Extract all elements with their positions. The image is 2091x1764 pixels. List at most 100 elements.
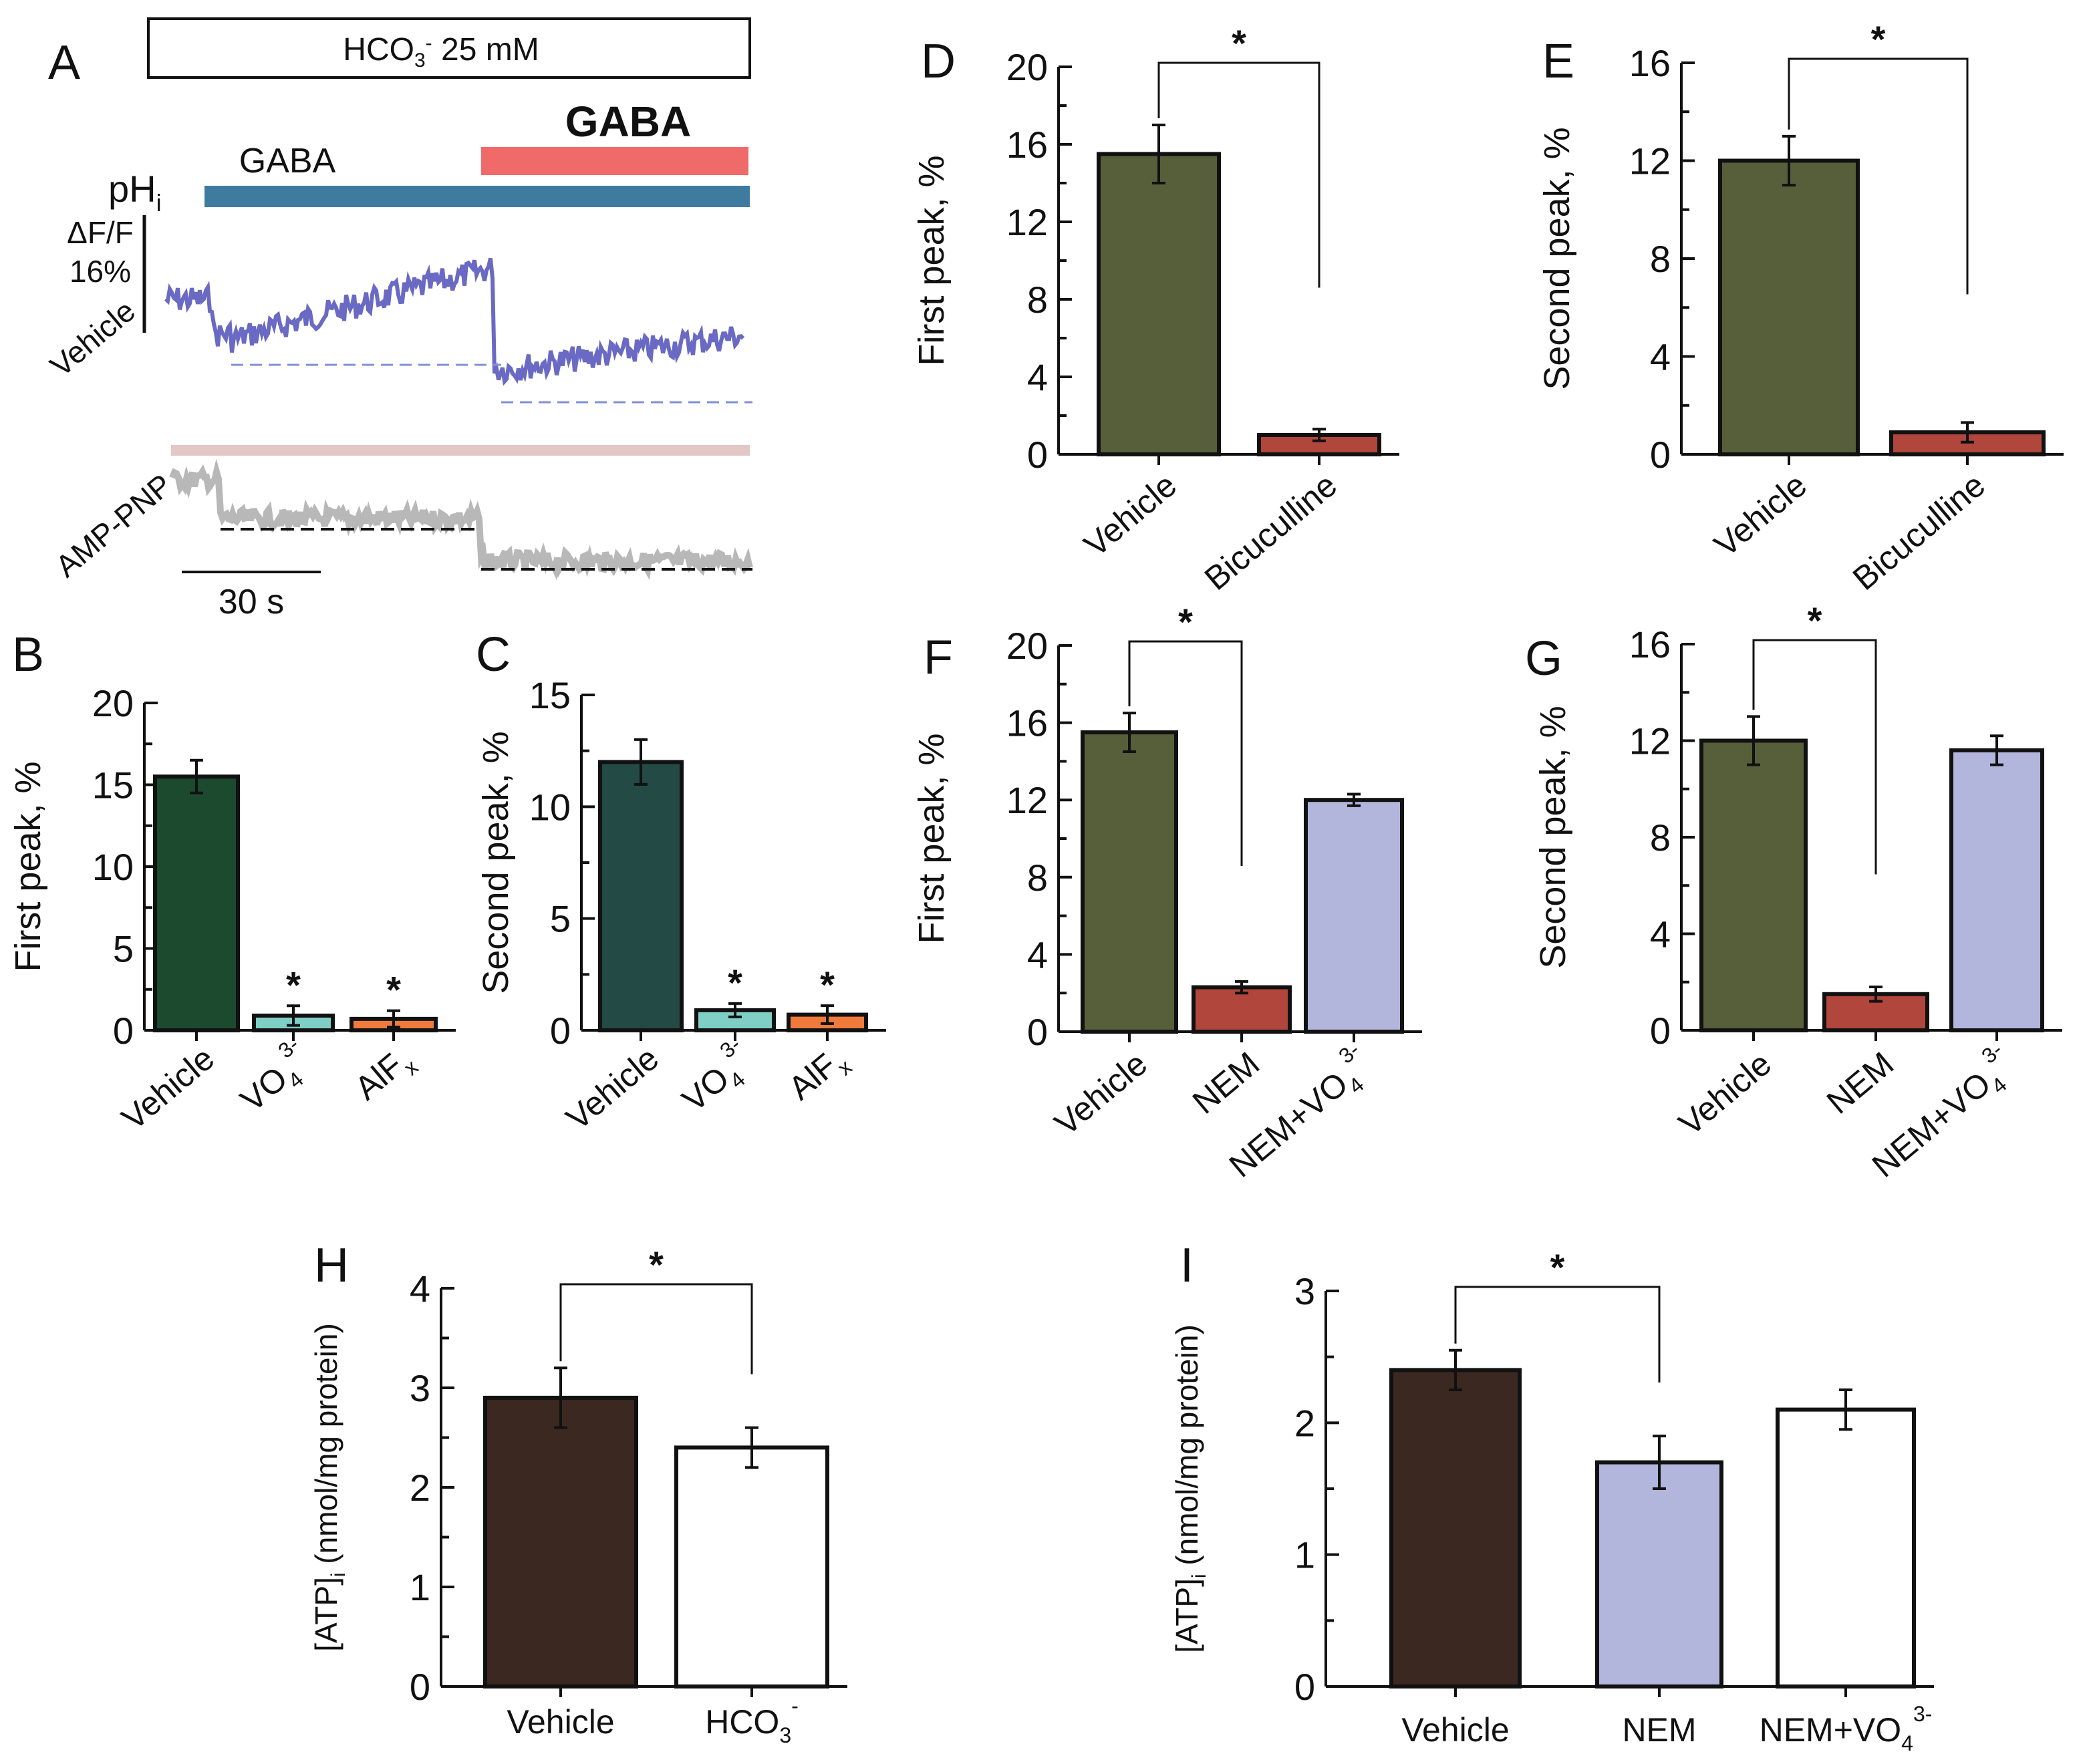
panel-e: E 0 4 8 12 16 Second peak, % Vehicle Bicuculline… <box>1537 18 2064 597</box>
category-label: NEM <box>1186 1045 1266 1121</box>
y-tick-label: 10 <box>92 846 134 888</box>
y-tick-label: 5 <box>550 898 571 940</box>
category-label: Vehicle <box>1401 1711 1509 1749</box>
bar-vehicle <box>598 760 684 1033</box>
y-axis-label: Second peak, % <box>1533 706 1573 968</box>
amplitude-scale-label-b: 16% <box>69 254 131 289</box>
category-label: NEM+VO43- <box>1760 1702 1933 1755</box>
y-tick-label: 0 <box>410 1666 430 1708</box>
comparison-bracket <box>1752 639 1877 875</box>
y-tick-label: 12 <box>1006 779 1048 821</box>
y-tick-label: 15 <box>529 674 571 716</box>
category-label: AlFx <box>781 1040 856 1113</box>
phi-label: pHi <box>108 168 162 216</box>
y-tick-label: 4 <box>1650 336 1671 378</box>
gaba-application-bar-blue <box>204 186 750 207</box>
y-tick-label: 8 <box>1027 857 1048 899</box>
category-label: NEM <box>1820 1045 1901 1121</box>
comparison-bracket <box>1128 640 1243 867</box>
y-tick-label: 10 <box>529 786 571 828</box>
comparison-star: * <box>1808 599 1822 641</box>
amp-pnp-application-bar <box>171 445 750 456</box>
trace-label-amp-pnp: AMP-PNP <box>49 467 178 584</box>
y-tick-label: 4 <box>1650 913 1671 956</box>
y-tick-label: 1 <box>1294 1534 1315 1576</box>
bar-vehicle <box>1389 1368 1522 1688</box>
comparison-star: * <box>1232 22 1246 64</box>
significance-star: * <box>820 964 835 1006</box>
bar-vehicle <box>483 1395 638 1688</box>
amp-pnp-trace <box>169 458 753 581</box>
category-label: Vehicle <box>1672 1045 1779 1143</box>
bar-vehicle <box>1699 738 1808 1032</box>
y-tick-label: 0 <box>113 1010 134 1052</box>
bar-nem <box>1595 1460 1723 1689</box>
panel-a: A HCO3- 25 mM GABA GABA pHi ΔF/F 16% Veh… <box>43 17 753 621</box>
y-tick-label: 20 <box>1006 46 1048 88</box>
panel-c: C 0 5 10 15 Second peak, % Vehicle * VO43- * AlFx <box>476 628 886 1137</box>
category-label: Bicuculline <box>1846 466 1992 598</box>
y-axis-label: [ATP]i (nmol/mg protein) <box>1169 1324 1210 1653</box>
time-scale-label: 30 s <box>219 583 284 621</box>
bar-vehicle <box>1081 730 1178 1034</box>
bar-vehicle <box>1718 158 1860 456</box>
y-tick-label: 20 <box>1006 625 1048 667</box>
amplitude-scale-label-a: ΔF/F <box>67 215 134 250</box>
comparison-star: * <box>649 1243 664 1286</box>
gaba-application-bar-red <box>481 147 748 175</box>
condition-box <box>147 17 751 79</box>
bar-vehicle <box>1097 152 1221 456</box>
category-label: Vehicle <box>1707 466 1814 565</box>
significance-star: * <box>728 962 742 1004</box>
y-axis-label: Second peak, % <box>1537 127 1577 390</box>
panel-i: I 0 1 2 3 [ATP]i (nmol/mg protein) Vehicle NEM N… <box>1169 1239 1934 1755</box>
condition-box-label: HCO3- 25 mM <box>343 32 539 71</box>
comparison-bracket <box>1157 61 1320 288</box>
y-axis-label: First peak, % <box>912 155 952 365</box>
y-tick-label: 8 <box>1650 817 1671 859</box>
y-tick-label: 5 <box>113 928 134 970</box>
y-axis-label: First peak, % <box>8 761 48 972</box>
y-tick-label: 4 <box>1027 356 1048 398</box>
panel-c-label: C <box>476 628 511 682</box>
panel-h: H 0 1 2 3 4 [ATP]i (nmol/mg protein) Vehicle HCO… <box>309 1239 847 1747</box>
category-label: Vehicle <box>507 1703 614 1741</box>
y-tick-label: 12 <box>1629 140 1671 182</box>
y-tick-label: 1 <box>410 1566 430 1608</box>
comparison-bracket <box>1788 57 1969 295</box>
bar-nem-vo43- <box>1304 798 1404 1034</box>
y-tick-label: 0 <box>1650 1010 1671 1052</box>
category-label: Vehicle <box>559 1040 666 1138</box>
bar-hco3- <box>674 1445 829 1688</box>
y-tick-label: 0 <box>1027 1011 1048 1053</box>
panel-a-label: A <box>48 36 80 90</box>
category-label: NEM <box>1622 1711 1696 1749</box>
y-tick-label: 0 <box>550 1010 571 1052</box>
category-label: Vehicle <box>115 1040 222 1138</box>
y-tick-label: 20 <box>92 682 134 724</box>
category-label: Vehicle <box>1048 1045 1155 1143</box>
panel-d-label: D <box>921 35 956 88</box>
bar-nem-vo43- <box>1776 1407 1916 1689</box>
gaba-bar-label-1: GABA <box>239 142 336 180</box>
significance-star: * <box>386 969 401 1011</box>
category-label: VO43- <box>227 1032 322 1124</box>
category-label: Vehicle <box>1077 466 1184 565</box>
panel-b-label: B <box>12 628 44 682</box>
y-tick-label: 12 <box>1629 720 1671 762</box>
y-tick-label: 2 <box>1294 1402 1315 1444</box>
y-tick-label: 3 <box>410 1367 430 1409</box>
panel-f-label: F <box>924 631 953 684</box>
y-tick-label: 0 <box>1027 434 1048 476</box>
category-label: AlFx <box>347 1040 422 1113</box>
y-tick-label: 4 <box>410 1268 430 1310</box>
panel-d: D 0 4 8 12 16 20 First peak, % Vehicle Bicucullin… <box>912 22 1399 597</box>
y-tick-label: 8 <box>1650 238 1671 280</box>
bar-vehicle <box>153 774 240 1032</box>
y-tick-label: 0 <box>1650 434 1671 476</box>
comparison-star: * <box>1871 18 1886 60</box>
significance-star: * <box>286 964 301 1006</box>
